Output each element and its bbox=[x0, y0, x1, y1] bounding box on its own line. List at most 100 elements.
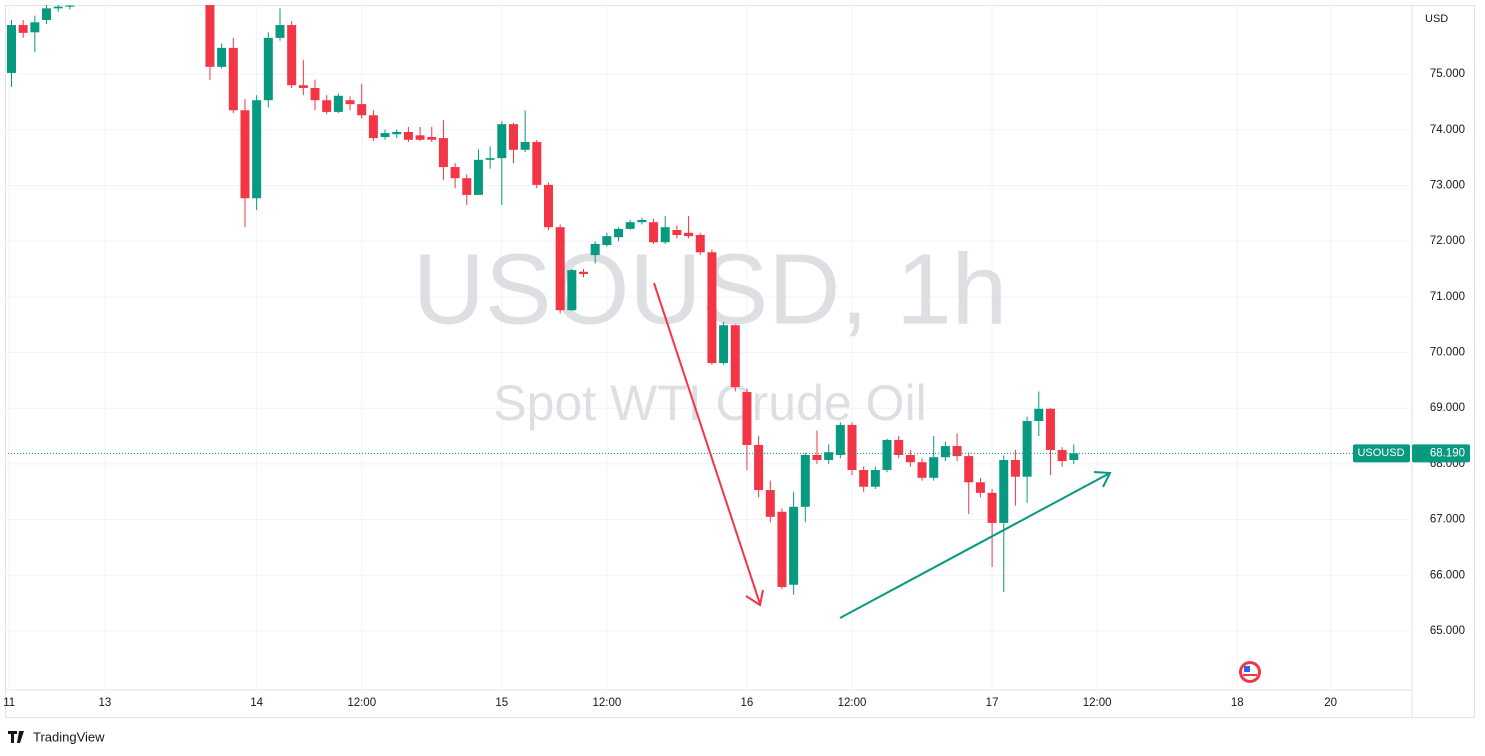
x-tick-label: 16 bbox=[741, 697, 754, 709]
candle-body bbox=[450, 167, 460, 179]
candle-body bbox=[438, 138, 448, 168]
x-tick-label: 15 bbox=[495, 697, 508, 709]
candle-body bbox=[660, 227, 670, 243]
x-tick-label: 13 bbox=[98, 697, 111, 709]
candle-body bbox=[742, 392, 752, 445]
candle-body bbox=[1045, 408, 1055, 450]
candle-body bbox=[987, 492, 997, 523]
watermark-subtitle: Spot WTI Crude Oil bbox=[493, 375, 926, 431]
candle-body bbox=[707, 252, 717, 364]
candle-body bbox=[614, 228, 624, 238]
candle-body bbox=[649, 222, 659, 243]
grid bbox=[5, 5, 1410, 690]
candle-body bbox=[520, 142, 530, 150]
candle-body bbox=[228, 47, 238, 111]
flag-icon bbox=[1239, 661, 1261, 683]
candle-body bbox=[53, 6, 63, 9]
candle-body bbox=[1057, 449, 1067, 462]
y-tick-label: 70.000 bbox=[1430, 347, 1465, 359]
candle-body bbox=[800, 454, 810, 507]
brand-mark bbox=[8, 731, 24, 743]
candle-body bbox=[287, 25, 297, 86]
candle-body bbox=[975, 482, 985, 493]
candle-body bbox=[298, 85, 308, 88]
brand-logo: TradingView bbox=[8, 729, 105, 744]
candle-body bbox=[789, 506, 799, 585]
candle-body bbox=[543, 184, 553, 228]
candle-body bbox=[625, 222, 635, 229]
x-tick-label: 18 bbox=[1231, 697, 1244, 709]
candle-body bbox=[30, 22, 40, 33]
candle-body bbox=[929, 457, 939, 478]
candle-body bbox=[894, 439, 904, 455]
candle-body bbox=[532, 142, 542, 185]
candle-body bbox=[882, 439, 892, 471]
up-arrow-head bbox=[1093, 471, 1112, 488]
candle-body bbox=[485, 158, 495, 160]
y-tick-label: 72.000 bbox=[1430, 235, 1465, 247]
down-arrow-head bbox=[745, 589, 764, 607]
candle-body bbox=[719, 325, 729, 364]
brand-name: TradingView bbox=[33, 729, 105, 744]
x-tick-label: 12:00 bbox=[838, 697, 867, 709]
candle-body bbox=[637, 219, 647, 223]
candle-body bbox=[357, 104, 367, 116]
candle-body bbox=[1069, 453, 1079, 460]
candle-body bbox=[1022, 421, 1032, 477]
candle-body bbox=[497, 124, 507, 159]
candle-body bbox=[835, 424, 845, 455]
candle-body bbox=[263, 37, 273, 101]
y-tick-label: 66.000 bbox=[1430, 569, 1465, 581]
down-arrow bbox=[653, 282, 761, 605]
candle-body bbox=[427, 136, 437, 140]
candle-body bbox=[847, 424, 857, 471]
candle-body bbox=[567, 270, 577, 311]
y-tick-label: 67.000 bbox=[1430, 514, 1465, 526]
candle-body bbox=[917, 462, 927, 478]
last-price-label: 68.190 bbox=[1430, 447, 1465, 459]
y-tick-label: 75.000 bbox=[1430, 68, 1465, 80]
candle-body bbox=[1034, 408, 1044, 422]
flag-canton bbox=[1244, 666, 1250, 672]
candle-body bbox=[252, 100, 262, 199]
candle-body bbox=[812, 454, 822, 460]
candle-body bbox=[333, 95, 343, 112]
candle-body bbox=[952, 446, 962, 457]
chart-frame bbox=[5, 5, 1475, 718]
last-price-box bbox=[1412, 444, 1470, 463]
candle-body bbox=[754, 444, 764, 491]
candle-body bbox=[1010, 459, 1020, 477]
candles bbox=[7, 5, 1079, 595]
candle-body bbox=[684, 232, 694, 237]
candle-body bbox=[42, 8, 52, 21]
candle-body bbox=[579, 271, 589, 274]
candle-body bbox=[18, 25, 28, 33]
candle-body bbox=[590, 243, 600, 256]
annotations bbox=[653, 282, 1112, 619]
candle-body bbox=[765, 490, 775, 517]
candle-body bbox=[824, 452, 834, 460]
candle-body bbox=[859, 470, 869, 487]
candle-body bbox=[310, 87, 320, 101]
candle-body bbox=[368, 115, 378, 139]
candle-body bbox=[345, 100, 355, 105]
candle-body bbox=[65, 5, 75, 7]
candle-body bbox=[205, 5, 215, 67]
y-tick-label: 73.000 bbox=[1430, 179, 1465, 191]
x-tick-label: 12:00 bbox=[1083, 697, 1112, 709]
y-tick-label: 74.000 bbox=[1430, 124, 1465, 136]
x-tick-label: 12:00 bbox=[592, 697, 621, 709]
candle-body bbox=[672, 229, 682, 236]
x-tick-label: 11 bbox=[3, 697, 15, 709]
candle-body bbox=[217, 47, 227, 67]
last-price-name: USOUSD bbox=[1357, 447, 1404, 459]
y-tick-label: 69.000 bbox=[1430, 402, 1465, 414]
candle-body bbox=[275, 25, 285, 38]
candle-body bbox=[462, 178, 472, 195]
candle-body bbox=[777, 511, 787, 587]
candle-body bbox=[555, 227, 565, 311]
currency-label: USD bbox=[1425, 13, 1448, 25]
x-tick-label: 14 bbox=[250, 697, 263, 709]
candle-body bbox=[964, 456, 974, 483]
